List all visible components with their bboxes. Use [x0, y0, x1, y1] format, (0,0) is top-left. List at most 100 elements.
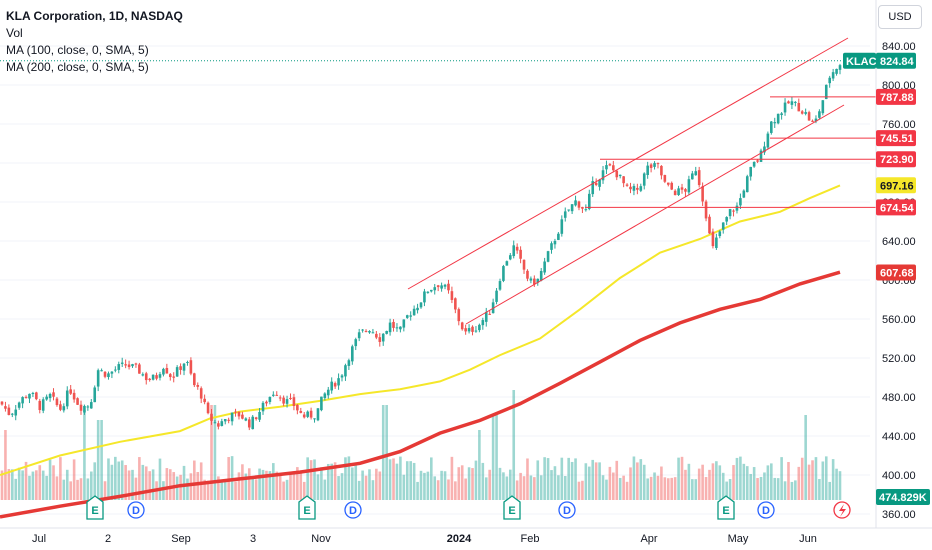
- candle-body: [505, 261, 509, 266]
- volume-bar: [766, 465, 770, 500]
- time-axis[interactable]: Jul 2 Sep 3 Nov 2024 Feb Apr May Jun: [0, 527, 932, 545]
- candle-body: [807, 112, 811, 121]
- ma100-legend[interactable]: MA (100, close, 0, SMA, 5): [6, 43, 149, 57]
- volume-bar: [165, 468, 169, 500]
- candle-body: [144, 373, 148, 381]
- dividend-marker[interactable]: D: [344, 501, 362, 519]
- ma200-legend[interactable]: MA (200, close, 0, SMA, 5): [6, 60, 149, 74]
- volume-bar: [320, 467, 323, 500]
- candle-body: [24, 396, 28, 398]
- volume-legend[interactable]: Vol: [6, 26, 23, 40]
- volume-bar: [467, 467, 471, 500]
- volume-bar: [725, 481, 728, 500]
- candle-body: [508, 255, 512, 260]
- volume-bar: [381, 405, 385, 500]
- dividend-marker[interactable]: D: [757, 501, 775, 519]
- volume-bar: [292, 471, 296, 500]
- ma100-value-tag: 697.16: [880, 180, 914, 192]
- volume-bar: [745, 466, 749, 500]
- candle-body: [787, 101, 790, 104]
- level-price-tag-bg: [876, 199, 916, 216]
- volume-value-tag: 474.829K: [879, 492, 927, 504]
- volume-bar: [347, 456, 351, 500]
- dividend-marker[interactable]: D: [127, 501, 145, 519]
- volume-bar: [533, 477, 536, 500]
- volume-bar: [742, 463, 746, 500]
- candle-body: [247, 419, 251, 428]
- candle-body: [296, 404, 299, 411]
- volume-bar: [220, 481, 224, 500]
- volume-bar: [615, 460, 619, 500]
- volume-bar: [313, 459, 316, 500]
- candle-body: [756, 160, 759, 162]
- volume-bar: [653, 472, 656, 500]
- candle-body: [76, 398, 79, 405]
- volume-bar: [416, 481, 419, 500]
- candle-body: [745, 176, 749, 193]
- candle-body: [7, 407, 11, 416]
- volume-bar: [35, 470, 38, 500]
- candle-body: [684, 189, 687, 192]
- candle-body: [217, 423, 220, 427]
- volume-bar: [138, 457, 141, 500]
- earnings-marker[interactable]: E: [717, 495, 735, 520]
- volume-bar: [797, 466, 801, 500]
- trendline-drawings[interactable]: [0, 37, 876, 325]
- volume-bar: [776, 478, 780, 500]
- volume-bar: [141, 464, 145, 500]
- candle-body: [385, 330, 388, 334]
- volume-bar: [131, 469, 134, 500]
- candle-body: [591, 181, 595, 195]
- candle-body: [320, 396, 323, 411]
- earnings-marker[interactable]: E: [86, 495, 104, 520]
- candle-body: [426, 291, 430, 293]
- ma100-line: [0, 184, 841, 476]
- candle-body: [151, 374, 155, 380]
- volume-bar: [368, 469, 371, 500]
- volume-bar: [436, 480, 440, 500]
- volume-bar: [337, 476, 340, 500]
- volume-bar: [505, 476, 509, 500]
- candle-body: [711, 231, 715, 247]
- volume-bar: [340, 473, 344, 500]
- candle-body: [351, 346, 354, 362]
- candle-body: [708, 216, 711, 234]
- candle-body: [162, 368, 165, 375]
- volume-bar: [289, 474, 292, 500]
- dividend-marker[interactable]: D: [558, 501, 576, 519]
- candle-body: [498, 281, 502, 290]
- volume-bar: [278, 473, 282, 500]
- price-tick-label: 560.00: [882, 314, 916, 326]
- price-tick-label: 480.00: [882, 392, 916, 404]
- volume-bar: [309, 460, 313, 500]
- candle-body: [165, 367, 169, 374]
- volume-bar: [275, 471, 279, 500]
- candle-body: [615, 170, 619, 178]
- volume-bar: [330, 463, 334, 500]
- earnings-marker[interactable]: E: [503, 495, 521, 520]
- volume-bar: [701, 464, 704, 500]
- price-tick-label: 400.00: [882, 470, 916, 482]
- candle-body: [52, 392, 55, 397]
- symbol-title[interactable]: KLA Corporation, 1D, NASDAQ: [6, 9, 183, 23]
- volume-bar: [21, 470, 24, 500]
- volume-bar: [684, 469, 687, 500]
- candle-body: [660, 165, 663, 176]
- volume-bar: [258, 468, 261, 500]
- price-tick-label: 440.00: [882, 431, 916, 443]
- volume-bar: [515, 480, 519, 500]
- currency-selector[interactable]: USD: [878, 5, 922, 29]
- volume-bar: [134, 477, 138, 500]
- candle-body: [354, 339, 358, 347]
- candle-body: [299, 410, 303, 413]
- candle-body: [450, 291, 454, 300]
- volume-bar: [364, 475, 368, 500]
- candle-body: [381, 333, 385, 342]
- volume-bar: [38, 465, 42, 500]
- volume-bar: [636, 462, 639, 500]
- earnings-marker[interactable]: E: [298, 495, 316, 520]
- candle-body: [309, 410, 313, 418]
- candle-body: [21, 397, 24, 404]
